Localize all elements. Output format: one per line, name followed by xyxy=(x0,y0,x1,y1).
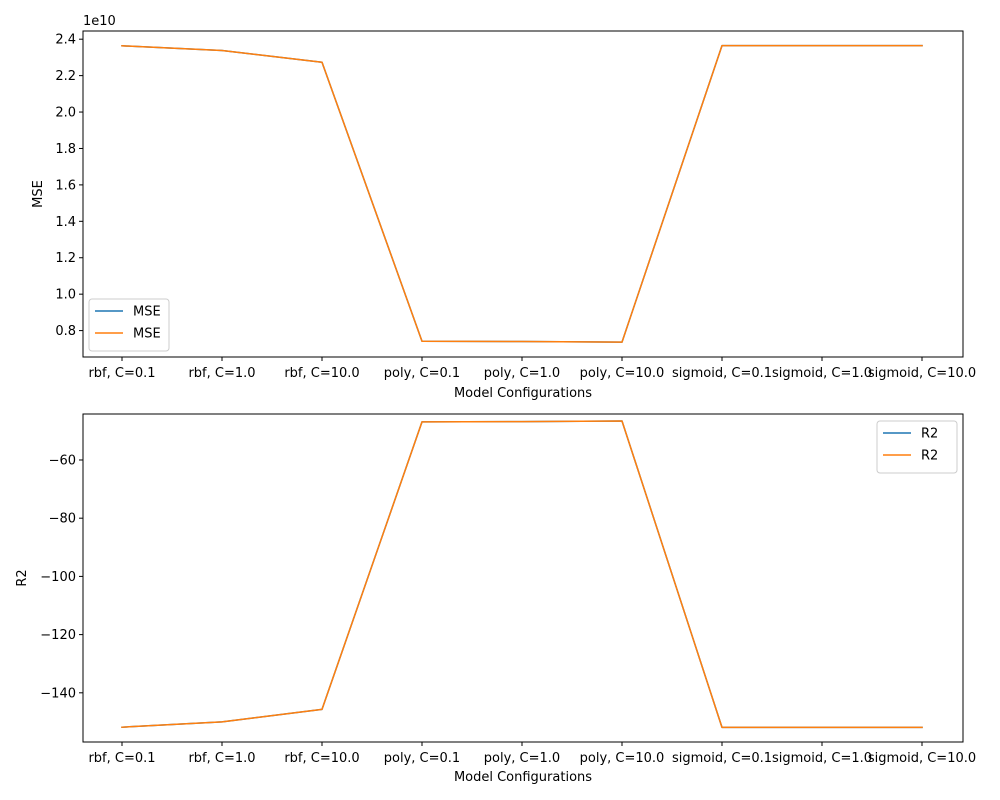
mse-x-tick-label: poly, C=0.1 xyxy=(384,366,460,381)
mse-x-tick-label: poly, C=1.0 xyxy=(484,366,560,381)
mse-y-ticks: 0.8 1.0 1.2 1.4 1.6 1.8 2.0 2.2 2.4 xyxy=(55,33,83,339)
r2-series-layer xyxy=(121,420,923,729)
mse-x-tick-label: rbf, C=10.0 xyxy=(284,366,359,381)
r2-x-ticks: rbf, C=0.1 rbf, C=1.0 rbf, C=10.0 poly, C=0… xyxy=(88,742,976,766)
r2-x-axis-label: Model Configurations xyxy=(454,770,592,785)
r2-x-tick-label: sigmoid, C=10.0 xyxy=(868,751,976,766)
mse-series-line-2 xyxy=(121,44,923,343)
mse-y-tick-label: 1.2 xyxy=(55,251,76,266)
mse-x-tick-label: sigmoid, C=1.0 xyxy=(772,366,872,381)
mse-x-axis-label: Model Configurations xyxy=(454,386,592,401)
mse-x-tick-label: rbf, C=1.0 xyxy=(188,366,255,381)
mse-x-ticks: rbf, C=0.1 rbf, C=1.0 rbf, C=10.0 poly, C=0… xyxy=(88,357,976,381)
mse-legend: MSE MSE xyxy=(88,298,170,352)
mse-chart: rbf, C=0.1 rbf, C=1.0 rbf, C=10.0 poly, C=0… xyxy=(31,14,976,401)
mse-legend-label-2: MSE xyxy=(133,327,161,342)
r2-legend-box xyxy=(876,420,958,474)
r2-y-tick-label: −140 xyxy=(40,686,76,701)
r2-legend-label-1: R2 xyxy=(921,427,938,442)
r2-y-tick-label: −60 xyxy=(49,453,76,468)
mse-y-tick-label: 1.8 xyxy=(55,142,76,157)
mse-y-tick-label: 2.0 xyxy=(55,106,76,121)
mse-x-tick-label: sigmoid, C=10.0 xyxy=(868,366,976,381)
r2-x-tick-label: sigmoid, C=0.1 xyxy=(672,751,772,766)
mse-y-tick-label: 1.4 xyxy=(55,215,76,230)
r2-x-tick-label: rbf, C=1.0 xyxy=(188,751,255,766)
mse-legend-label-1: MSE xyxy=(133,305,161,320)
mse-x-tick-label: sigmoid, C=0.1 xyxy=(672,366,772,381)
r2-y-axis-label: R2 xyxy=(15,569,30,586)
mse-y-tick-label: 1.0 xyxy=(55,288,76,303)
r2-x-tick-label: poly, C=10.0 xyxy=(580,751,665,766)
mse-y-axis-label: MSE xyxy=(31,180,46,208)
mse-plot-area xyxy=(83,31,963,357)
mse-series-layer xyxy=(121,44,923,343)
r2-chart: rbf, C=0.1 rbf, C=1.0 rbf, C=10.0 poly, C=0… xyxy=(15,413,976,785)
r2-y-tick-label: −100 xyxy=(40,570,76,585)
mse-x-tick-label: rbf, C=0.1 xyxy=(88,366,155,381)
r2-x-tick-label: rbf, C=10.0 xyxy=(284,751,359,766)
r2-x-tick-label: poly, C=0.1 xyxy=(384,751,460,766)
r2-y-tick-label: −80 xyxy=(49,512,76,527)
mse-y-tick-label: 2.4 xyxy=(55,33,76,48)
mse-y-tick-label: 2.2 xyxy=(55,69,76,84)
r2-y-ticks: −140 −120 −100 −80 −60 xyxy=(40,453,83,701)
r2-x-tick-label: rbf, C=0.1 xyxy=(88,751,155,766)
mse-x-tick-label: poly, C=10.0 xyxy=(580,366,665,381)
mse-legend-box xyxy=(88,298,170,352)
r2-x-tick-label: sigmoid, C=1.0 xyxy=(772,751,872,766)
mse-y-offset-label: 1e10 xyxy=(83,14,116,29)
r2-x-tick-label: poly, C=1.0 xyxy=(484,751,560,766)
r2-plot-frame xyxy=(82,413,964,743)
r2-legend-label-2: R2 xyxy=(921,449,938,464)
r2-y-tick-label: −120 xyxy=(40,628,76,643)
mse-y-tick-label: 1.6 xyxy=(55,178,76,193)
mse-y-tick-label: 0.8 xyxy=(55,324,76,339)
mse-plot-frame xyxy=(82,30,964,358)
r2-series-line-2 xyxy=(121,420,923,729)
r2-plot-area xyxy=(83,414,963,742)
